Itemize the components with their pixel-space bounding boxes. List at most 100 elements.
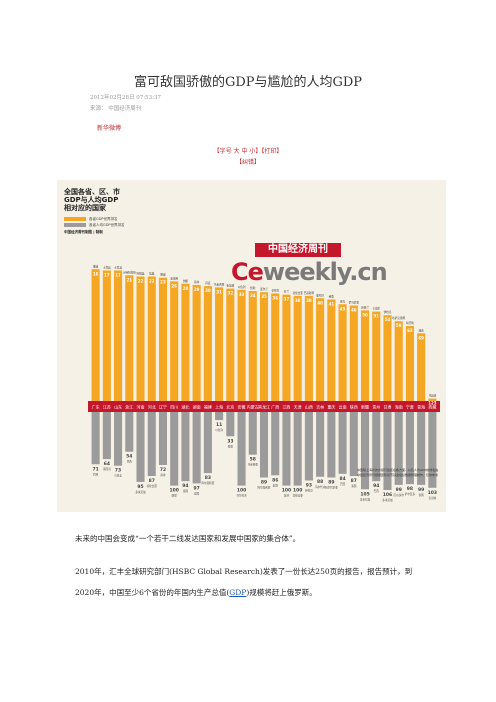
gdp-rank-label: 40	[317, 300, 323, 305]
per-capita-rank-label: 93	[306, 482, 312, 488]
per-capita-bar	[417, 412, 426, 485]
gdp-country-label: 马其顿	[428, 394, 436, 398]
province-label: 北京	[226, 404, 234, 410]
gdp-rank-label: 16	[93, 271, 99, 276]
gdp-rank-label: 41	[329, 301, 335, 306]
gdp-country-label: 芬兰	[284, 290, 290, 294]
per-capita-bar	[338, 412, 347, 474]
province-label: 甘肃	[383, 404, 391, 410]
per-capita-country-label: 伊拉克	[305, 488, 313, 492]
per-capita-bar	[114, 412, 123, 466]
per-capita-country-label: 斐济	[284, 494, 290, 498]
author-link[interactable]: 新华微博	[97, 125, 122, 132]
gdp-country-label: 沙特阿拉伯	[123, 270, 136, 274]
per-capita-country-label: 巴西	[93, 472, 99, 476]
per-capita-rank-label: 84	[339, 476, 345, 482]
province-axis-band	[88, 401, 440, 412]
per-capita-country-label: 南非	[160, 473, 166, 477]
gdp-rank-label: 28	[183, 286, 189, 291]
per-capita-bar	[102, 412, 111, 460]
province-label: 重庆	[327, 404, 335, 410]
gdp-bar	[428, 398, 437, 401]
article-source[interactable]: 来源： 中国经济周刊	[90, 106, 142, 112]
gdp-country-label: 越南	[419, 328, 425, 332]
per-capita-country-label: 萨尔瓦多	[405, 492, 416, 496]
province-label: 湖北	[181, 404, 189, 410]
per-capita-country-label: 巴西	[127, 460, 133, 464]
gdp-country-label: 卡塔尔	[372, 307, 380, 311]
gdp-country-label: 土耳其	[103, 265, 111, 269]
gdp-infographic: 16 挪威 广东 71 巴西 17 土耳其 江苏 64 墨西哥 17 土耳其 山东 73 乌拉圭 21 沙特阿拉…	[57, 180, 446, 512]
gdp-link[interactable]: GDP	[229, 588, 247, 597]
per-capita-country-label: 厄瓜多尔	[394, 493, 405, 497]
per-capita-country-label: 马尔代夫	[315, 485, 326, 489]
per-capita-bar	[428, 412, 437, 488]
province-label: 新疆	[361, 404, 369, 410]
gdp-country-label: 捷克	[340, 299, 346, 303]
per-capita-bar	[136, 412, 145, 482]
per-capita-country-label: 泰国	[273, 483, 279, 487]
per-capita-bar	[91, 412, 100, 465]
gdp-country-label: 哥伦比亚	[292, 291, 303, 295]
gdp-bar	[237, 289, 246, 401]
per-capita-country-label: 巴西	[340, 482, 346, 486]
province-label: 西藏	[428, 404, 436, 410]
per-capita-bar	[259, 412, 269, 478]
gdp-rank-label: 54	[385, 317, 391, 322]
gdp-rank-label: 37	[284, 297, 290, 302]
per-capita-rank-label: 106	[383, 492, 392, 498]
infographic-credit: 中国经济周刊制图 | 制制	[64, 230, 103, 234]
per-capita-rank-label: 86	[272, 477, 278, 483]
per-capita-bar	[237, 412, 246, 486]
gdp-country-label: 爱尔兰	[260, 287, 268, 291]
gdp-rank-label: 17	[115, 272, 121, 277]
per-capita-bar	[394, 412, 403, 485]
gdp-bar	[360, 310, 370, 401]
province-label: 福建	[204, 404, 212, 410]
per-capita-rank-label: 99	[418, 487, 424, 493]
gdp-bar	[293, 295, 302, 401]
per-capita-rank-label: 71	[92, 466, 98, 472]
per-capita-rank-label: 58	[250, 457, 256, 463]
province-label: 云南	[339, 404, 347, 410]
province-label: 江苏	[103, 404, 111, 410]
per-capita-rank-label: 100	[282, 488, 291, 494]
gdp-country-label: 新西兰	[361, 305, 369, 309]
per-capita-country-label: 墨西哥	[103, 467, 111, 471]
legend-per-capita: 各省人均GDP世界排名	[64, 222, 184, 228]
per-capita-bar	[316, 412, 325, 477]
gdp-country-label: 罗马尼亚	[349, 301, 360, 305]
per-capita-rank-label: 105	[360, 491, 369, 497]
body-paragraph-1: 未来的中国会变成“一个若干二线发达国家和发展中国家的集合体”。	[75, 534, 301, 543]
per-capita-rank-label: 103	[428, 490, 437, 496]
gdp-bar	[102, 270, 111, 401]
gdp-rank-label: 123	[428, 401, 437, 406]
correction-link[interactable]: 【纠错】	[235, 159, 260, 166]
per-capita-bar	[215, 412, 224, 421]
province-label: 内蒙古	[247, 404, 259, 410]
gdp-bar	[327, 299, 336, 401]
gdp-rank-label: 51	[373, 314, 379, 319]
gdp-bar	[192, 284, 201, 401]
province-label: 广东	[92, 404, 100, 410]
per-capita-rank-label: 89	[261, 480, 267, 486]
gdp-country-label: 南非	[194, 280, 200, 284]
per-capita-country-label: 阿尔及利亚	[258, 486, 271, 490]
gdp-bar	[394, 321, 403, 401]
gdp-bar	[203, 286, 212, 401]
per-capita-rank-label: 89	[328, 480, 334, 486]
province-label: 河南	[137, 404, 145, 410]
gdp-country-label: 阿根廷	[137, 272, 145, 276]
gdp-country-label: 土耳其	[114, 265, 122, 269]
per-capita-country-label: 巴西	[374, 489, 380, 493]
publish-date: 2012年02月28日 07:53:37	[90, 95, 161, 101]
province-label: 上海	[215, 404, 223, 410]
gdp-country-label: 葡萄牙	[316, 293, 324, 297]
gdp-rank-label: 36	[272, 295, 278, 300]
font-size-tools[interactable]: 【字号 大 中 小】【打印】	[213, 148, 283, 155]
gdp-country-label: 挪威	[160, 273, 166, 277]
per-capita-rank-label: 72	[160, 467, 166, 473]
infographic-title: 全国各省、区、市 GDP与人均GDP 相对应的国家	[64, 188, 120, 212]
per-capita-rank-label: 64	[104, 461, 110, 467]
province-label: 黑龙江	[258, 404, 270, 410]
